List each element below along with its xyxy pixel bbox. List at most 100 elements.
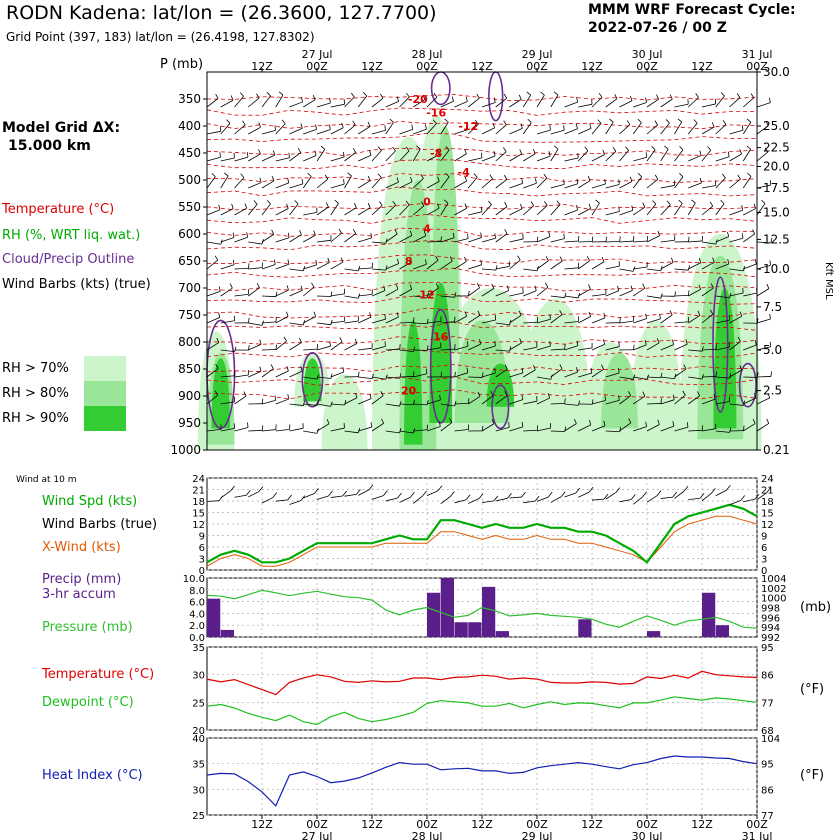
wind-barb-flag: [642, 202, 646, 208]
wind-barb-staff: [646, 295, 661, 299]
wind-barb: [371, 265, 388, 271]
wind-barb: [743, 393, 757, 405]
wind-barb-flag: [379, 201, 383, 206]
wind-barb-flag: [413, 371, 415, 377]
surface-barb-flag: [246, 490, 251, 496]
wind-barb-staff: [646, 98, 659, 108]
wind-barb-staff: [742, 122, 752, 135]
wind-barb-staff: [385, 101, 399, 108]
surface-wind-barb: [633, 491, 647, 505]
wind-barb-staff: [440, 237, 455, 243]
wind-barb-staff: [536, 427, 551, 432]
wind-barb-staff: [275, 263, 290, 270]
wind-barb-staff: [303, 376, 318, 380]
wind-barb-flag: [449, 256, 453, 262]
wind-barb: [742, 172, 752, 189]
temperature-line: [206, 670, 758, 696]
wind-barb-flag: [315, 124, 317, 130]
wind-barb-staff: [413, 128, 427, 135]
wind-barb-flag: [769, 260, 771, 266]
wind-barb: [495, 229, 508, 243]
wind-barb-staff: [275, 370, 289, 378]
wind-barb-flag: [713, 394, 716, 400]
wind-barb-flag: [278, 91, 284, 96]
wind-barb: [303, 428, 319, 434]
wind-barb: [275, 91, 284, 108]
pressure-tick-label: 950: [178, 416, 201, 430]
wind-barb-staff: [468, 315, 481, 324]
wind-barb: [509, 310, 522, 324]
wind-barb-staff: [206, 317, 220, 324]
surface-wind-barb: [715, 484, 731, 497]
wind-barb-flag: [240, 173, 245, 178]
surface-wind-barb: [605, 487, 621, 500]
wind-barb-flag: [248, 345, 250, 351]
wind-barb: [619, 95, 633, 108]
wind-barb-staff: [206, 428, 221, 432]
wind-barb-staff: [261, 295, 277, 298]
wind-barb-staff: [619, 100, 633, 108]
wind-barb-flag: [286, 311, 289, 317]
wind-barb: [261, 424, 277, 432]
wind-barb-flag: [370, 422, 373, 428]
wind-barb-flag: [743, 425, 745, 431]
time-tick-label-top: 00Z: [746, 60, 768, 73]
wind-barb: [454, 256, 467, 270]
wind-barb-staff: [523, 182, 537, 189]
wind-barb: [371, 341, 386, 351]
wind-barb-staff: [495, 124, 507, 135]
wind-barb: [646, 120, 658, 135]
wind-barb: [509, 233, 524, 243]
wind-barb: [344, 316, 359, 324]
temp-tick-label: 30: [192, 671, 205, 682]
wind-barb: [330, 122, 344, 135]
wind-barb-staff: [206, 394, 219, 405]
wind-barb: [371, 173, 382, 189]
wind-barb-staff: [289, 101, 303, 108]
wind-barb-staff: [701, 205, 714, 216]
day-label-top: 28 Jul: [412, 48, 443, 61]
wind-barb: [220, 232, 235, 243]
wind-barb: [275, 203, 289, 216]
wind-barb: [344, 172, 352, 189]
wind-barb-flag: [559, 310, 563, 315]
wind-barb: [303, 150, 317, 162]
wind-barb-staff: [220, 349, 235, 352]
wind-barb: [454, 233, 469, 243]
surface-barb-flag: [726, 484, 731, 491]
wind-barb: [468, 391, 481, 405]
wind-barb: [426, 371, 443, 378]
wind-barb: [413, 94, 426, 108]
wind-barb: [674, 199, 683, 216]
wind-barb-staff: [550, 238, 565, 243]
surface-barb-staff: [509, 496, 522, 499]
wind-barb-staff: [344, 96, 355, 108]
wind-barb: [742, 93, 755, 108]
wind-barb-staff: [646, 403, 662, 405]
wind-barb-staff: [674, 426, 689, 432]
wind-barb-flag: [316, 400, 319, 406]
wind-barb: [357, 92, 368, 108]
wind-barb-staff: [358, 237, 372, 243]
time-tick-label-bottom: 12Z: [251, 818, 273, 831]
time-tick-label-top: 12Z: [361, 60, 383, 73]
wind-barb-staff: [234, 268, 249, 270]
wind-barb-staff: [564, 267, 579, 270]
wind-barb-staff: [316, 129, 331, 135]
wind-barb-flag: [631, 205, 634, 211]
surface-wind-barb: [413, 490, 427, 504]
surface-barb-flag: [560, 491, 566, 497]
wind-barb-staff: [591, 202, 600, 216]
wind-barb-flag: [466, 124, 469, 130]
wind-barb-flag: [754, 340, 757, 346]
wind-barb-flag: [614, 94, 618, 99]
surface-wind-barb: [481, 495, 499, 504]
wind-barb-flag: [452, 232, 455, 238]
wind-barb-flag: [597, 119, 602, 124]
wind-barb-staff: [316, 102, 331, 108]
wind-barb-staff: [715, 295, 730, 299]
wind-barb-staff: [523, 369, 536, 378]
wind-barb: [440, 118, 449, 135]
wind-barb-flag: [473, 173, 478, 178]
wind-barb-staff: [605, 121, 614, 135]
